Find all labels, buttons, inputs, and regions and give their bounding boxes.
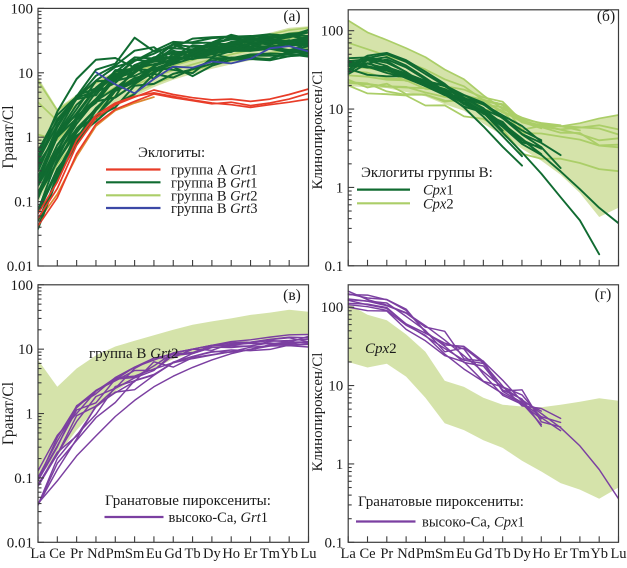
svg-text:Eu: Eu: [456, 546, 472, 562]
svg-text:Lu: Lu: [300, 546, 316, 562]
svg-text:Cpx2: Cpx2: [423, 196, 454, 212]
svg-text:Tm: Tm: [260, 546, 281, 562]
svg-text:Эклогиты:: Эклогиты:: [138, 145, 205, 161]
svg-text:Tb: Tb: [495, 546, 511, 562]
svg-text:(б): (б): [597, 8, 615, 25]
svg-text:10: 10: [328, 102, 343, 118]
svg-text:1: 1: [26, 407, 34, 423]
svg-text:Ho: Ho: [222, 546, 240, 562]
svg-text:Pr: Pr: [380, 546, 393, 562]
svg-text:Cpx1: Cpx1: [423, 183, 454, 199]
svg-text:высоко-Ca, Grt1: высоко-Ca, Grt1: [169, 510, 268, 526]
svg-text:100: 100: [11, 278, 34, 294]
svg-text:Tb: Tb: [185, 546, 201, 562]
svg-text:Yb: Yb: [590, 546, 608, 562]
svg-text:Гранат/Cl: Гранат/Cl: [0, 105, 17, 168]
svg-text:Nd: Nd: [397, 546, 415, 562]
svg-text:1: 1: [336, 180, 344, 196]
svg-text:Ho: Ho: [532, 546, 550, 562]
svg-text:Sm: Sm: [435, 546, 455, 562]
svg-text:высоко-Ca, Cpx1: высоко-Ca, Cpx1: [422, 515, 525, 531]
svg-text:0.1: 0.1: [324, 259, 343, 275]
svg-text:10: 10: [328, 379, 343, 395]
svg-text:группа A Grt1: группа A Grt1: [171, 163, 258, 179]
svg-text:Er: Er: [554, 546, 568, 562]
svg-text:Dy: Dy: [203, 546, 221, 562]
svg-text:Cpx2: Cpx2: [365, 341, 397, 357]
svg-text:Er: Er: [244, 546, 258, 562]
svg-text:Dy: Dy: [513, 546, 531, 562]
svg-text:Ce: Ce: [49, 546, 65, 562]
svg-text:100: 100: [321, 300, 344, 316]
svg-text:Ce: Ce: [359, 546, 375, 562]
svg-text:Гранатовые пироксениты:: Гранатовые пироксениты:: [358, 494, 524, 510]
svg-text:0.01: 0.01: [7, 535, 33, 551]
svg-text:La: La: [30, 546, 46, 562]
svg-text:Pm: Pm: [416, 546, 436, 562]
svg-text:(г): (г): [595, 286, 612, 303]
svg-text:100: 100: [321, 24, 344, 40]
svg-text:Клинопироксен/Cl: Клинопироксен/Cl: [310, 71, 326, 190]
svg-text:Sm: Sm: [125, 546, 145, 562]
svg-text:Эклогиты группы B:: Эклогиты группы B:: [361, 165, 493, 181]
svg-text:группа B Grt2: группа B Grt2: [89, 346, 179, 362]
svg-text:группа B Grt2: группа B Grt2: [171, 188, 258, 204]
svg-text:Гранат/Cl: Гранат/Cl: [0, 382, 17, 445]
svg-text:Lu: Lu: [610, 546, 626, 562]
svg-text:10: 10: [18, 342, 33, 358]
svg-text:La: La: [341, 546, 357, 562]
svg-text:0.1: 0.1: [14, 471, 33, 487]
svg-text:Gd: Gd: [164, 546, 182, 562]
svg-text:Tm: Tm: [570, 546, 591, 562]
svg-text:0.1: 0.1: [14, 195, 33, 211]
svg-text:Yb: Yb: [280, 546, 298, 562]
svg-text:1: 1: [336, 457, 344, 473]
svg-text:Pm: Pm: [106, 546, 126, 562]
svg-text:Nd: Nd: [87, 546, 105, 562]
svg-text:Гранатовые пироксениты:: Гранатовые пироксениты:: [105, 493, 271, 509]
svg-text:100: 100: [11, 1, 34, 17]
svg-text:Pr: Pr: [70, 546, 83, 562]
svg-text:группа B Grt1: группа B Grt1: [171, 175, 258, 191]
svg-text:1: 1: [26, 130, 34, 146]
svg-text:10: 10: [18, 66, 33, 82]
svg-text:группа B Grt3: группа B Grt3: [171, 201, 258, 217]
svg-text:(а): (а): [283, 8, 300, 25]
svg-text:(в): (в): [283, 287, 301, 304]
svg-text:0.01: 0.01: [7, 259, 33, 275]
svg-text:Eu: Eu: [146, 546, 162, 562]
svg-text:Клинопироксен/Cl: Клинопироксен/Cl: [310, 353, 326, 472]
svg-text:Gd: Gd: [475, 546, 493, 562]
svg-text:0.1: 0.1: [324, 535, 343, 551]
